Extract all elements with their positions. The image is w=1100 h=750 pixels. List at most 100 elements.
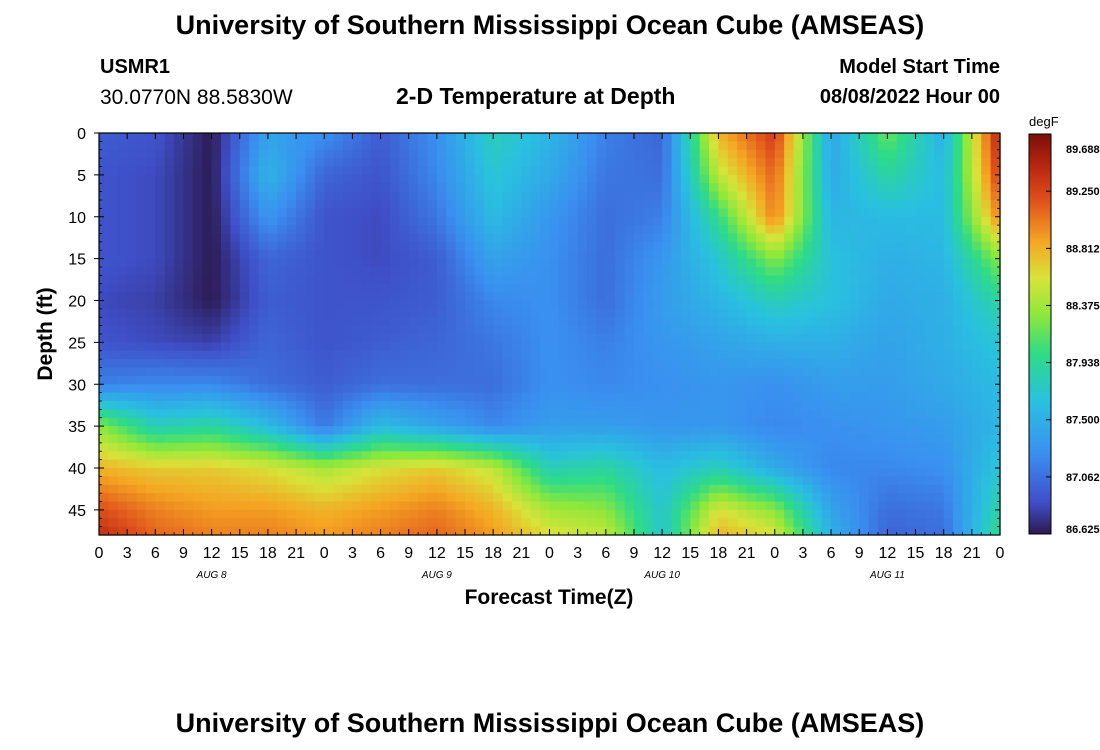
heatmap-cell: [671, 141, 682, 151]
heatmap-cell: [493, 317, 504, 327]
heatmap-cell: [446, 401, 457, 410]
heatmap-cell: [934, 267, 945, 276]
heatmap-cell: [887, 459, 898, 469]
heatmap-cell: [981, 133, 992, 142]
heatmap-cell: [286, 350, 297, 360]
heatmap-cell: [145, 417, 156, 427]
heatmap-cell: [906, 233, 917, 243]
heatmap-cell: [455, 375, 466, 385]
heatmap-cell: [530, 451, 541, 461]
heatmap-cell: [249, 367, 260, 377]
heatmap-cell: [624, 158, 635, 168]
heatmap-cell: [859, 158, 870, 168]
heatmap-cell: [530, 350, 541, 360]
heatmap-cell: [802, 208, 813, 218]
heatmap-cell: [840, 275, 851, 285]
heatmap-cell: [502, 283, 513, 293]
heatmap-cell: [680, 141, 691, 151]
heatmap-cell: [934, 442, 945, 452]
heatmap-cell: [746, 509, 757, 519]
heatmap-cell: [821, 158, 832, 168]
heatmap-cell: [774, 468, 785, 477]
heatmap-cell: [389, 300, 400, 310]
heatmap-cell: [558, 216, 569, 226]
heatmap-cell: [164, 141, 175, 151]
heatmap-cell: [277, 367, 288, 377]
heatmap-cell: [896, 342, 907, 352]
heatmap-cell: [239, 442, 250, 452]
heatmap-cell: [671, 493, 682, 503]
heatmap-cell: [436, 183, 447, 193]
heatmap-cell: [877, 509, 888, 519]
heatmap-cell: [662, 451, 673, 461]
heatmap-cell: [296, 166, 307, 176]
heatmap-cell: [680, 375, 691, 385]
heatmap-cell: [399, 375, 410, 385]
heatmap-cell: [380, 493, 391, 503]
heatmap-cell: [305, 233, 316, 243]
heatmap-cell: [690, 216, 701, 226]
heatmap-cell: [568, 526, 579, 536]
heatmap-cell: [906, 225, 917, 235]
heatmap-cell: [493, 367, 504, 377]
heatmap-cell: [906, 434, 917, 444]
heatmap-cell: [418, 241, 429, 251]
heatmap-cell: [511, 468, 522, 477]
heatmap-cell: [868, 426, 879, 436]
heatmap-cell: [333, 375, 344, 385]
heatmap-cell: [774, 476, 785, 486]
heatmap-cell: [859, 426, 870, 436]
heatmap-cell: [249, 526, 260, 536]
heatmap-cell: [981, 283, 992, 293]
x-tick-label: 9: [179, 545, 188, 562]
heatmap-cell: [577, 334, 588, 343]
heatmap-cell: [483, 225, 494, 235]
heatmap-cell: [709, 409, 720, 419]
heatmap-cell: [577, 459, 588, 469]
heatmap-cell: [831, 518, 842, 528]
heatmap-cell: [145, 149, 156, 159]
heatmap-cell: [943, 342, 954, 352]
heatmap-cell: [202, 350, 213, 360]
heatmap-cell: [680, 434, 691, 444]
heatmap-cell: [324, 241, 335, 251]
heatmap-cell: [352, 334, 363, 343]
heatmap-cell: [690, 484, 701, 494]
heatmap-cell: [267, 325, 278, 335]
heatmap-cell: [230, 292, 241, 302]
heatmap-cell: [436, 484, 447, 494]
heatmap-cell: [906, 468, 917, 477]
heatmap-cell: [136, 258, 147, 268]
heatmap-cell: [183, 233, 194, 243]
heatmap-cell: [793, 392, 804, 402]
heatmap-cell: [934, 493, 945, 503]
heatmap-cell: [324, 451, 335, 461]
heatmap-cell: [333, 459, 344, 469]
heatmap-cell: [802, 325, 813, 335]
colorbar-units: degF: [1029, 114, 1059, 129]
heatmap-cell: [521, 509, 532, 519]
heatmap-cell: [680, 334, 691, 343]
heatmap-cell: [127, 434, 138, 444]
heatmap-cell: [859, 359, 870, 369]
heatmap-cell: [202, 300, 213, 310]
heatmap-cell: [633, 493, 644, 503]
heatmap-cell: [727, 308, 738, 318]
heatmap-cell: [709, 509, 720, 519]
heatmap-cell: [812, 216, 823, 226]
heatmap-cell: [568, 174, 579, 184]
heatmap-cell: [267, 233, 278, 243]
heatmap-cell: [737, 174, 748, 184]
heatmap-cell: [483, 174, 494, 184]
heatmap-cell: [277, 317, 288, 327]
heatmap-cell: [136, 359, 147, 369]
heatmap-cell: [493, 158, 504, 168]
heatmap-cell: [671, 208, 682, 218]
heatmap-cell: [746, 216, 757, 226]
heatmap-cell: [399, 426, 410, 436]
heatmap-cell: [727, 225, 738, 235]
heatmap-cell: [117, 174, 128, 184]
heatmap-cell: [615, 250, 626, 260]
heatmap-cell: [427, 267, 438, 276]
heatmap-cell: [877, 426, 888, 436]
